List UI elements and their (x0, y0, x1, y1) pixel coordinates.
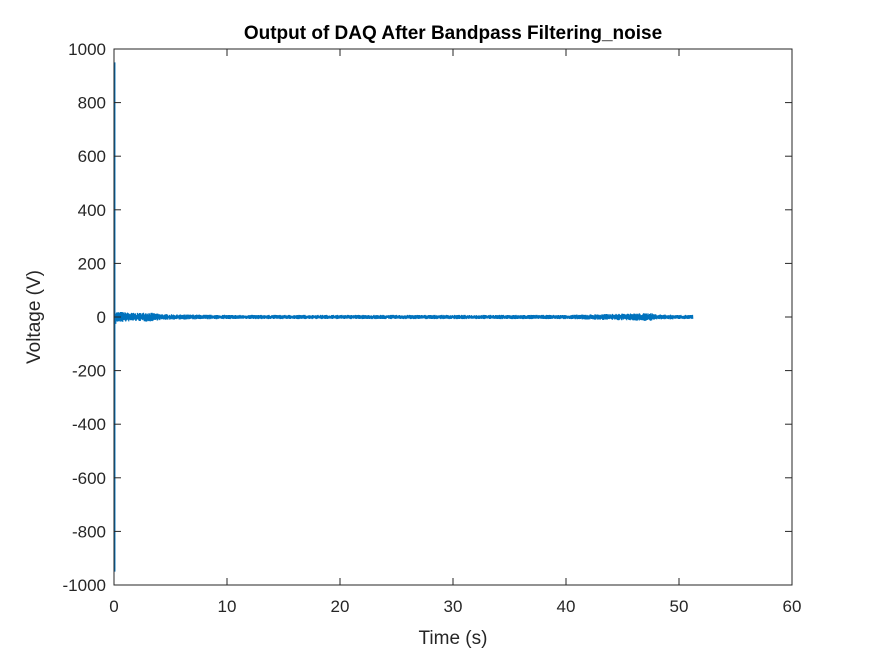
series-line-noise (114, 311, 694, 324)
x-tick-label: 60 (783, 597, 802, 616)
y-tick-label: 600 (78, 147, 106, 166)
y-tick-label: -600 (72, 469, 106, 488)
y-tick-label: 400 (78, 201, 106, 220)
y-tick-label: 800 (78, 94, 106, 113)
x-tick-label: 30 (444, 597, 463, 616)
y-tick-label: -400 (72, 415, 106, 434)
x-tick-label: 0 (109, 597, 118, 616)
chart-title: Output of DAQ After Bandpass Filtering_n… (244, 23, 662, 44)
y-tick-label: -800 (72, 522, 106, 541)
x-tick-label: 50 (670, 597, 689, 616)
x-tick-label: 20 (331, 597, 350, 616)
y-tick-label: 1000 (68, 40, 106, 59)
ticks-layer: 0 10 20 30 40 50 60 -1000 -800 -600 -400 -200 0 200 40… (63, 40, 802, 616)
y-axis-label: Voltage (V) (24, 270, 45, 364)
y-tick-label: 200 (78, 254, 106, 273)
y-tick-label: -1000 (63, 576, 106, 595)
x-tick-label: 40 (557, 597, 576, 616)
y-tick-label: 0 (97, 308, 106, 327)
x-axis-label: Time (s) (419, 628, 488, 649)
y-tick-label: -200 (72, 362, 106, 381)
x-tick-label: 10 (218, 597, 237, 616)
